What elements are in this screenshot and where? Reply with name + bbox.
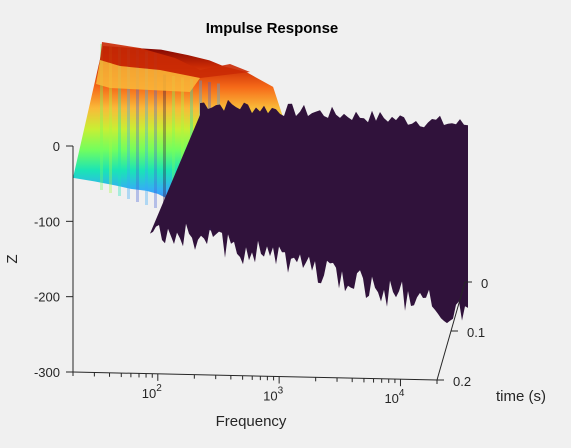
- y-tick-label: 0.2: [453, 374, 471, 389]
- z-ticks: 0 -100 -200 -300: [34, 139, 73, 380]
- surface-ridge-band: [181, 77, 184, 217]
- surface-ridge-band: [127, 48, 130, 199]
- y-ticks: 0 0.1 0.2: [437, 276, 488, 389]
- surface-ridge-band: [172, 76, 175, 214]
- x-tick-label: 104: [384, 388, 404, 406]
- x-axis-line: [72, 371, 438, 381]
- chart-title: Impulse Response: [206, 20, 339, 37]
- x-ticks: 102 103 104: [72, 372, 438, 406]
- y-tick-label: 0: [481, 276, 488, 291]
- surface-peak-crest: [100, 42, 250, 78]
- x-tick-label: 102: [142, 383, 162, 401]
- y-axis-label: time (s): [496, 388, 546, 405]
- z-tick-label: -200: [34, 290, 60, 305]
- surface-ridge-band: [163, 74, 166, 211]
- x-axis-label: Frequency: [216, 413, 287, 430]
- surface-ridge-band: [154, 53, 157, 208]
- surface-ridge-band: [109, 45, 112, 193]
- z-tick-label: -300: [34, 365, 60, 380]
- surface-plot: [73, 42, 468, 324]
- z-axis-label: Z: [4, 254, 21, 263]
- x-tick-label: 103: [263, 386, 283, 404]
- z-tick-label: 0: [53, 139, 60, 154]
- surface-ridge-band: [136, 50, 139, 202]
- surface-peak-band: [96, 60, 200, 92]
- surface-ridge-band: [118, 47, 121, 196]
- surface-ridge-band: [145, 51, 148, 205]
- surface-noise-floor: [150, 99, 468, 324]
- y-tick-label: 0.1: [467, 325, 485, 340]
- z-tick-label: -100: [34, 214, 60, 229]
- surface-ridge-band: [100, 44, 103, 190]
